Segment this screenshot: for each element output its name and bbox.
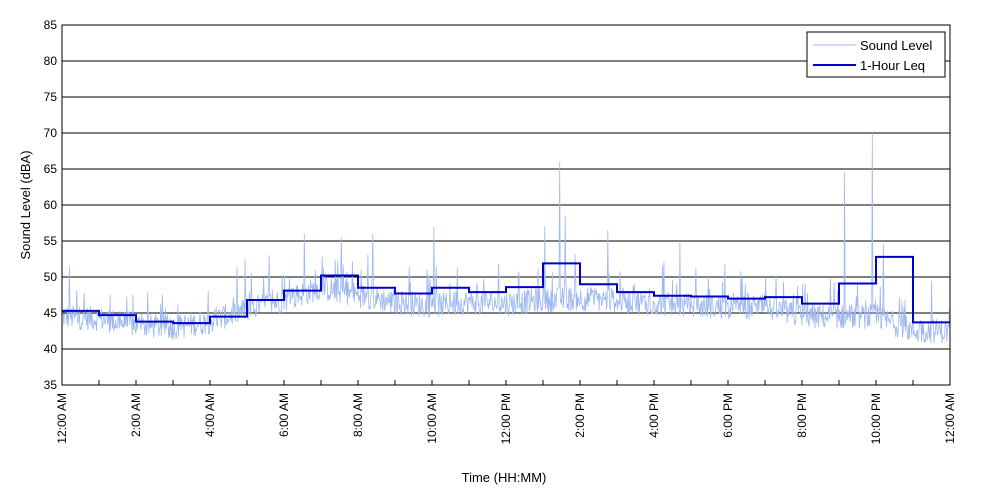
y-axis-title: Sound Level (dBA): [18, 150, 33, 259]
x-tick-label: 12:00 PM: [499, 393, 513, 444]
x-tick-label: 2:00 AM: [129, 393, 143, 437]
y-tick-label: 70: [44, 126, 58, 140]
legend-box: [806, 31, 946, 78]
x-tick-label: 4:00 AM: [203, 393, 217, 437]
x-axis-ticks: 12:00 AM 2:00 AM 4:00 AM 6:00 AM 8:00 AM 10:0…: [55, 380, 957, 444]
x-tick-label: 2:00 PM: [573, 393, 587, 438]
x-tick-label: 8:00 AM: [351, 393, 365, 437]
y-tick-label: 85: [44, 18, 58, 32]
x-tick-label: 10:00 PM: [869, 393, 883, 444]
leq-series: [62, 255, 950, 325]
y-tick-label: 35: [44, 378, 58, 392]
y-tick-label: 60: [44, 198, 58, 212]
y-tick-label: 80: [44, 54, 58, 68]
y-tick-label: 65: [44, 162, 58, 176]
x-tick-label: 10:00 AM: [425, 393, 439, 444]
y-tick-label: 45: [44, 306, 58, 320]
legend-label-sound-level: Sound Level: [860, 38, 932, 53]
y-tick-label: 75: [44, 90, 58, 104]
x-tick-label: 12:00 AM: [943, 393, 957, 444]
x-tick-label: 6:00 PM: [721, 393, 735, 438]
legend-label-leq: 1-Hour Leq: [860, 58, 925, 73]
x-axis-title: Time (HH:MM): [462, 470, 547, 485]
leq-step-line: [62, 255, 950, 325]
y-tick-label: 55: [44, 234, 58, 248]
legend: Sound Level 1-Hour Leq: [806, 31, 946, 78]
x-tick-label: 6:00 AM: [277, 393, 291, 437]
x-tick-label: 4:00 PM: [647, 393, 661, 438]
x-tick-label: 12:00 AM: [55, 393, 69, 444]
y-tick-label: 40: [44, 342, 58, 356]
y-axis-ticks: 35 40 45 50 55 60 65 70 75 80 85: [44, 18, 67, 392]
y-tick-label: 50: [44, 270, 58, 284]
x-tick-label: 8:00 PM: [795, 393, 809, 438]
